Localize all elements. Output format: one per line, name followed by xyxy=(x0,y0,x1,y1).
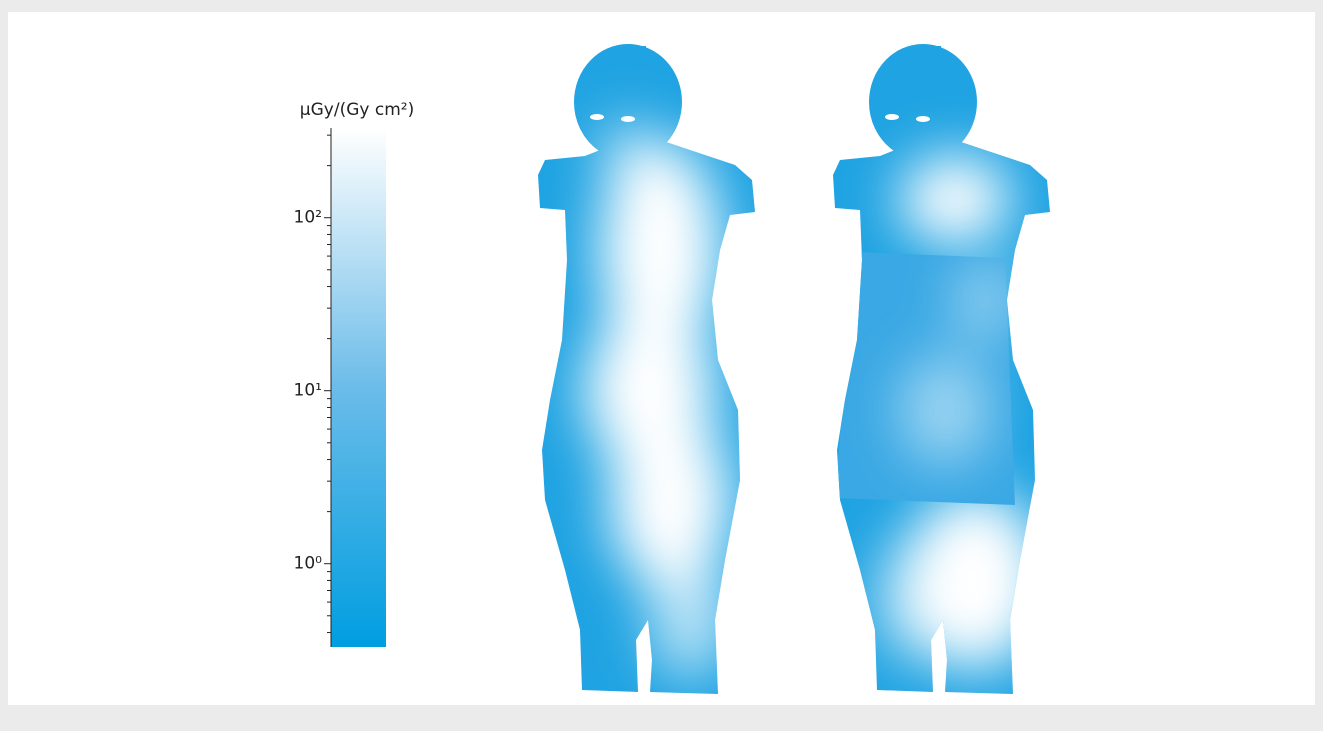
tick-label: 10² xyxy=(294,208,322,228)
eye xyxy=(621,116,635,122)
tick-label: 10¹ xyxy=(294,381,322,401)
colorbar-label: μGy/(Gy cm²) xyxy=(300,100,414,120)
eye xyxy=(590,114,604,120)
colorbar-gradient xyxy=(331,128,386,647)
colorbar: μGy/(Gy cm²) 10⁰ 10¹ 10² xyxy=(294,100,414,647)
tick-label: 10⁰ xyxy=(294,554,323,574)
